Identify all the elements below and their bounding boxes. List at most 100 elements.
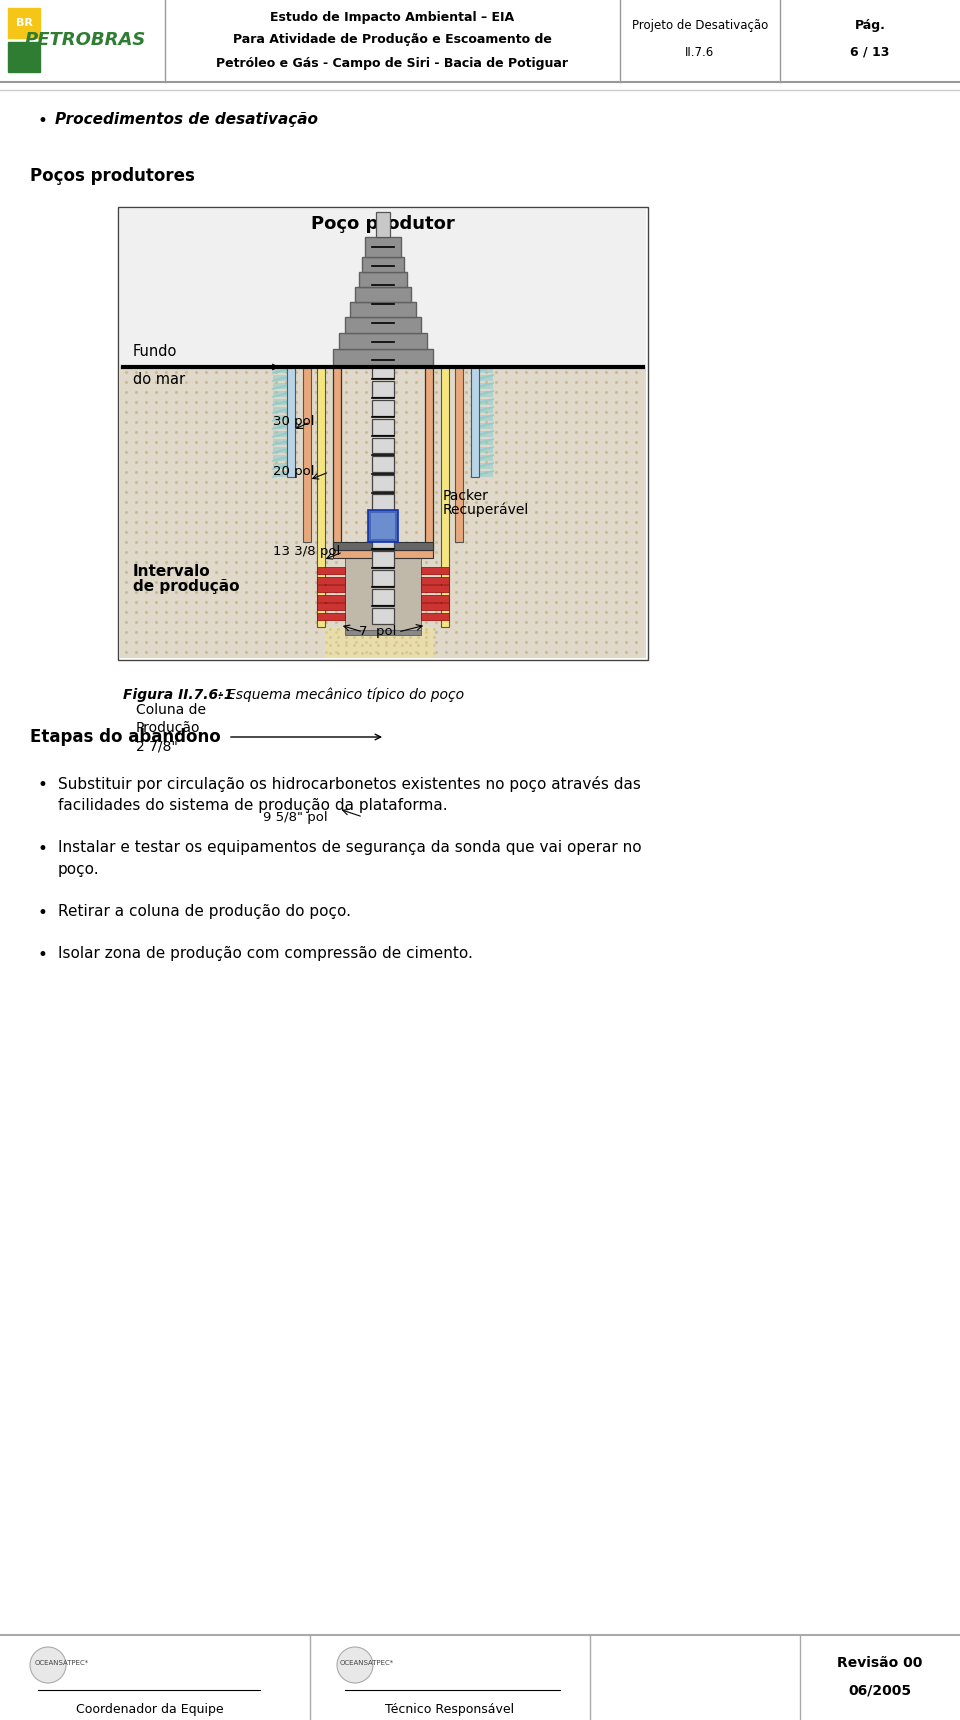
Bar — [120, 210, 646, 366]
Bar — [471, 366, 479, 476]
Text: Petróleo e Gás - Campo de Siri - Bacia de Potiguar: Petróleo e Gás - Campo de Siri - Bacia d… — [216, 57, 568, 71]
Bar — [471, 366, 493, 373]
Text: Procedimentos de desativação: Procedimentos de desativação — [55, 112, 318, 127]
Bar — [421, 568, 449, 574]
Bar — [372, 513, 394, 530]
Text: Poço produtor: Poço produtor — [311, 215, 455, 232]
Bar — [421, 612, 449, 619]
Text: BR: BR — [15, 17, 33, 28]
Bar — [273, 366, 295, 373]
Text: 30 pol: 30 pol — [273, 416, 315, 428]
Text: 6 / 13: 6 / 13 — [851, 45, 890, 58]
Bar — [372, 286, 394, 303]
Bar — [471, 399, 493, 404]
Bar — [421, 585, 449, 592]
Bar — [345, 630, 421, 635]
Text: 13 3/8 pol: 13 3/8 pol — [273, 545, 340, 559]
Text: Poços produtores: Poços produtores — [30, 167, 195, 186]
Bar — [372, 569, 394, 587]
Text: OCEANSATPEC*: OCEANSATPEC* — [35, 1660, 89, 1667]
Text: 7  pol: 7 pol — [359, 624, 396, 638]
Bar — [8, 41, 40, 72]
Text: •: • — [38, 905, 48, 922]
Bar — [333, 550, 433, 557]
Bar — [120, 366, 646, 659]
Bar — [471, 408, 493, 413]
Bar — [345, 557, 421, 630]
Bar — [372, 437, 394, 454]
Text: Recuperável: Recuperável — [443, 502, 529, 518]
Text: Intervalo: Intervalo — [133, 564, 210, 580]
Bar — [471, 432, 493, 437]
Bar — [372, 588, 394, 605]
Text: Fundo: Fundo — [133, 344, 178, 359]
Bar — [350, 303, 416, 316]
Bar — [359, 272, 407, 287]
Text: •: • — [38, 946, 48, 963]
Text: 20 pol: 20 pol — [273, 466, 315, 478]
Bar — [273, 439, 295, 445]
Text: Pág.: Pág. — [854, 19, 885, 31]
Text: Revisão 00: Revisão 00 — [837, 1656, 923, 1670]
Bar — [317, 576, 345, 585]
Bar — [339, 334, 427, 349]
Bar — [372, 494, 394, 511]
Bar — [317, 612, 345, 619]
Bar — [471, 415, 493, 421]
Bar — [8, 9, 40, 38]
Bar — [372, 304, 394, 322]
Text: 2 7/8": 2 7/8" — [136, 740, 178, 753]
Text: Instalar e testar os equipamentos de segurança da sonda que vai operar no: Instalar e testar os equipamentos de seg… — [58, 839, 641, 855]
Bar — [471, 439, 493, 445]
Bar — [376, 212, 390, 237]
Bar — [471, 471, 493, 476]
Bar — [471, 447, 493, 452]
Circle shape — [30, 1648, 66, 1682]
Bar — [362, 256, 404, 272]
Bar — [118, 206, 648, 660]
Text: facilidades do sistema de produção da plataforma.: facilidades do sistema de produção da pl… — [58, 798, 447, 814]
Bar — [333, 366, 341, 550]
Bar — [273, 390, 295, 397]
Bar — [425, 366, 433, 550]
Text: Packer: Packer — [443, 488, 489, 502]
Bar — [273, 463, 295, 470]
Bar — [372, 531, 394, 549]
Bar — [273, 399, 295, 404]
Bar — [372, 380, 394, 397]
Bar — [372, 248, 394, 265]
Bar — [273, 456, 295, 461]
Text: OCEANSATPEC*: OCEANSATPEC* — [340, 1660, 395, 1667]
Text: •: • — [38, 112, 48, 131]
Bar — [273, 375, 295, 382]
Bar — [273, 384, 295, 389]
Bar — [345, 316, 421, 334]
Text: Produção: Produção — [136, 721, 201, 734]
Bar — [471, 456, 493, 461]
Bar — [333, 542, 433, 550]
Text: Figura II.7.6-1: Figura II.7.6-1 — [123, 688, 233, 702]
Bar — [273, 471, 295, 476]
Bar — [287, 366, 295, 476]
Bar — [355, 287, 411, 303]
Bar — [273, 432, 295, 437]
Text: Etapas do abandono: Etapas do abandono — [30, 728, 221, 746]
Bar — [273, 447, 295, 452]
Text: 9 5/8" pol: 9 5/8" pol — [263, 810, 327, 824]
Bar — [471, 423, 493, 428]
Bar — [365, 237, 401, 256]
Bar — [273, 415, 295, 421]
Text: •: • — [38, 776, 48, 795]
Bar — [273, 423, 295, 428]
Bar — [441, 366, 449, 628]
Text: Retirar a coluna de produção do poço.: Retirar a coluna de produção do poço. — [58, 905, 351, 918]
Text: de produção: de produção — [133, 580, 239, 593]
Bar — [372, 475, 394, 492]
Bar — [372, 361, 394, 378]
Text: : Esquema mecânico típico do poço: : Esquema mecânico típico do poço — [218, 688, 464, 702]
Bar — [371, 513, 395, 538]
Bar — [325, 628, 433, 659]
Text: Coordenador da Equipe: Coordenador da Equipe — [76, 1703, 224, 1717]
Bar — [471, 375, 493, 382]
Bar — [471, 463, 493, 470]
